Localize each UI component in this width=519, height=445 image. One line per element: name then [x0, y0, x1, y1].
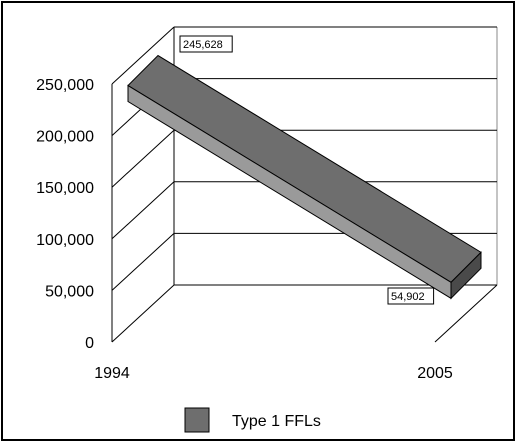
ribbon-end-face — [450, 251, 482, 300]
y-tick-label: 0 — [85, 335, 94, 352]
series-ribbon — [127, 54, 482, 300]
y-axis-ticks: 0 50,000 100,000 150,000 200,000 250,000 — [36, 77, 94, 352]
y-tick-label: 250,000 — [36, 77, 94, 94]
x-tick-label: 1994 — [94, 365, 130, 382]
data-labels: 245,628 54,902 — [179, 35, 435, 305]
y-tick-label: 100,000 — [36, 232, 94, 249]
floor-left-edge — [111, 284, 175, 343]
y-tick-label: 50,000 — [45, 283, 94, 300]
legend: Type 1 FFLs — [184, 407, 321, 433]
legend-swatch — [184, 407, 210, 433]
x-axis-ticks: 1994 2005 — [94, 365, 453, 382]
data-label: 245,628 — [183, 39, 223, 51]
ribbon-top-face — [127, 54, 482, 283]
data-label-box — [387, 287, 435, 305]
floor-right-edge — [434, 284, 498, 343]
ribbon-front-face — [127, 84, 452, 300]
gridline-depth — [111, 181, 175, 240]
gridline-depth — [111, 129, 175, 188]
x-tick-label: 2005 — [417, 365, 453, 382]
y-tick-label: 150,000 — [36, 180, 94, 197]
data-label-box — [179, 35, 233, 53]
gridline-depth — [111, 26, 175, 85]
y-tick-label: 200,000 — [36, 129, 94, 146]
data-label: 54,902 — [391, 291, 425, 303]
legend-label: Type 1 FFLs — [232, 413, 321, 430]
gridline-depth — [111, 233, 175, 291]
